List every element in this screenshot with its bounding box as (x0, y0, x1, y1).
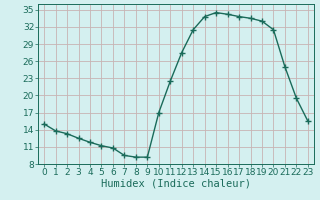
X-axis label: Humidex (Indice chaleur): Humidex (Indice chaleur) (101, 179, 251, 189)
